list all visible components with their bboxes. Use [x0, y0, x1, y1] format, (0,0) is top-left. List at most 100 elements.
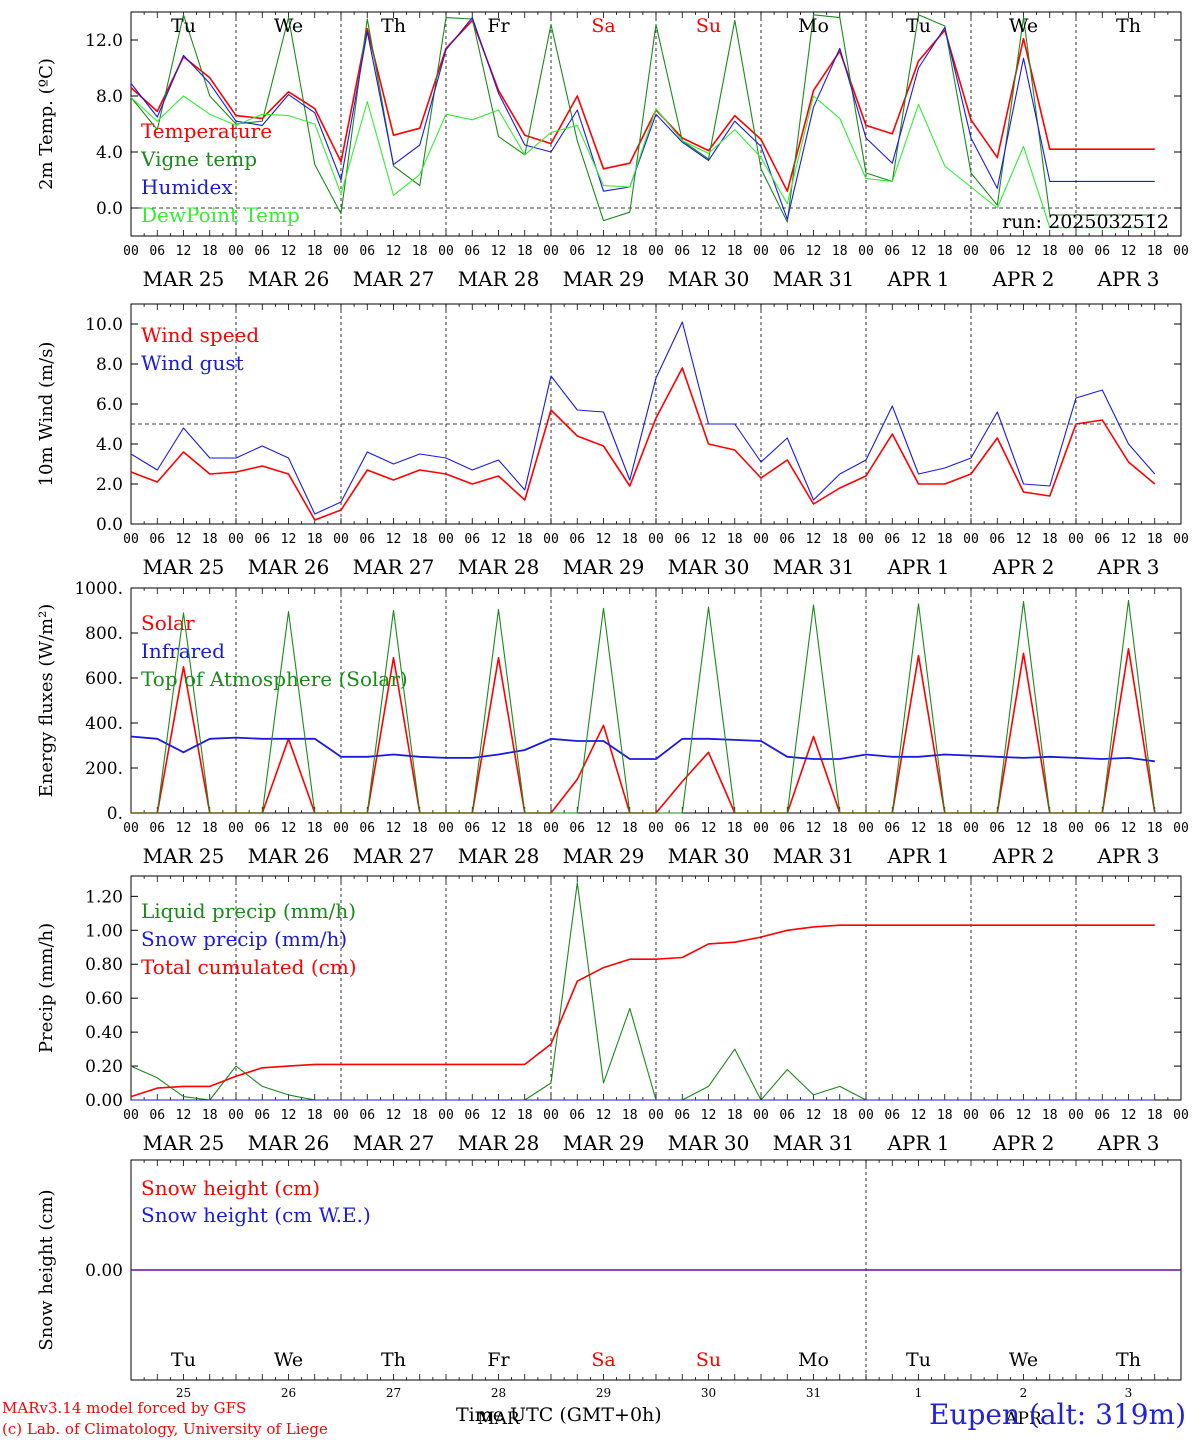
energy-hour-label: 18 [412, 821, 428, 836]
precip-hour-label: 06 [884, 1108, 900, 1123]
temperature-hour-label: 12 [1121, 244, 1137, 259]
precip-ytick-label: 0.00 [85, 1091, 123, 1111]
energy-ytick-label: 400. [85, 714, 123, 734]
temperature-date-label: MAR 31 [773, 267, 855, 291]
snow-weekday-label: Mo [798, 1349, 829, 1371]
wind-hour-label: 00 [123, 532, 139, 547]
precip-date-label: MAR 30 [668, 1131, 750, 1155]
temperature-series-line [130, 95, 1155, 229]
energy-hour-label: 00 [1173, 821, 1189, 836]
precip-hour-label: 06 [1094, 1108, 1110, 1123]
temperature-date-label: MAR 28 [458, 267, 540, 291]
precip-hour-label: 00 [1173, 1108, 1189, 1123]
snow-weekday-label: Tu [906, 1349, 931, 1371]
temperature-hour-label: 00 [1068, 244, 1084, 259]
temperature-hour-label: 06 [989, 244, 1005, 259]
precip-hour-label: 12 [386, 1108, 402, 1123]
wind-hour-label: 18 [202, 532, 218, 547]
energy-date-label: APR 1 [886, 844, 949, 868]
temperature-hour-label: 18 [1042, 244, 1058, 259]
precip-hour-label: 00 [858, 1108, 874, 1123]
energy-series-line [131, 599, 1156, 814]
wind-hour-label: 18 [1147, 532, 1163, 547]
precip-hour-label: 06 [989, 1108, 1005, 1123]
snow-day-number: 25 [176, 1386, 191, 1400]
temperature-hour-label: 06 [1094, 244, 1110, 259]
temperature-date-label: APR 2 [991, 267, 1054, 291]
energy-hour-label: 18 [1042, 821, 1058, 836]
snow-day-number: 27 [386, 1386, 401, 1400]
temperature-hour-label: 00 [228, 244, 244, 259]
wind-hour-label: 18 [622, 532, 638, 547]
wind-series-line [130, 321, 1156, 515]
wind-hour-label: 06 [464, 532, 480, 547]
energy-hour-label: 00 [858, 821, 874, 836]
wind-hour-label: 06 [884, 532, 900, 547]
energy-date-label: MAR 25 [143, 844, 225, 868]
precip-hour-label: 18 [1147, 1108, 1163, 1123]
precip-legend-entry: Liquid precip (mm/h) [141, 899, 356, 923]
weekday-label: Th [1116, 15, 1141, 37]
snow-day-number: 1 [915, 1386, 923, 1400]
lab-credit-line: (c) Lab. of Climatology, University of L… [2, 1420, 328, 1438]
energy-hour-label: 18 [1147, 821, 1163, 836]
snow-weekday-label: Fr [487, 1349, 510, 1371]
energy-legend-entry: Solar [141, 611, 195, 635]
energy-hour-label: 06 [254, 821, 270, 836]
wind-hour-label: 12 [176, 532, 192, 547]
temperature-hour-label: 18 [517, 244, 533, 259]
precip-hour-label: 12 [806, 1108, 822, 1123]
snow-ytick-label: 0.00 [85, 1261, 123, 1281]
wind-date-label: MAR 29 [563, 555, 645, 579]
precip-hour-label: 18 [412, 1108, 428, 1123]
snow-month-label: MAR [477, 1409, 521, 1429]
temperature-series-line [130, 14, 1155, 223]
energy-hour-label: 00 [228, 821, 244, 836]
energy-ytick-label: 600. [85, 669, 123, 689]
temperature-series-line [130, 17, 1155, 220]
x-axis-label: Time UTC (GMT+0h) [456, 1404, 662, 1426]
temperature-ytick-label: 8.0 [96, 87, 123, 107]
precip-ylabel: Precip (mm/h) [36, 923, 57, 1053]
model-credit-line: MARv3.14 model forced by GFS [2, 1399, 247, 1417]
wind-hour-label: 00 [1068, 532, 1084, 547]
temperature-date-label: MAR 27 [353, 267, 435, 291]
precip-hour-label: 12 [701, 1108, 717, 1123]
temperature-hour-label: 18 [832, 244, 848, 259]
temperature-hour-label: 18 [412, 244, 428, 259]
precip-hour-label: 00 [543, 1108, 559, 1123]
temperature-hour-label: 18 [202, 244, 218, 259]
temperature-hour-label: 18 [1147, 244, 1163, 259]
precip-hour-label: 06 [359, 1108, 375, 1123]
snow-day-number: 29 [596, 1386, 611, 1400]
precip-ytick-label: 0.80 [85, 955, 123, 975]
wind-ytick-label: 4.0 [96, 435, 123, 455]
energy-hour-label: 12 [1016, 821, 1032, 836]
snow-ylabel: Snow height (cm) [36, 1189, 57, 1350]
energy-hour-label: 00 [1068, 821, 1084, 836]
temperature-hour-label: 06 [779, 244, 795, 259]
precip-series-line [130, 924, 1155, 1098]
energy-date-label: MAR 27 [353, 844, 435, 868]
temperature-hour-label: 12 [176, 244, 192, 259]
energy-hour-label: 12 [386, 821, 402, 836]
temperature-date-label: APR 1 [886, 267, 949, 291]
precip-hour-label: 06 [569, 1108, 585, 1123]
weekday-label: Fr [487, 15, 510, 37]
precip-hour-label: 06 [674, 1108, 690, 1123]
wind-hour-label: 00 [963, 532, 979, 547]
energy-date-label: MAR 29 [563, 844, 645, 868]
wind-hour-label: 06 [569, 532, 585, 547]
precip-hour-label: 00 [1068, 1108, 1084, 1123]
temperature-legend-entry: Vigne temp [140, 147, 257, 171]
wind-hour-label: 06 [149, 532, 165, 547]
weekday-label: Tu [906, 15, 931, 37]
precip-hour-label: 00 [123, 1108, 139, 1123]
temperature-hour-label: 06 [569, 244, 585, 259]
snow-day-number: 2 [1020, 1386, 1028, 1400]
temperature-date-label: MAR 26 [248, 267, 330, 291]
energy-ytick-label: 0. [107, 804, 123, 824]
energy-hour-label: 18 [937, 821, 953, 836]
wind-hour-label: 18 [937, 532, 953, 547]
snow-month-label: APR [1004, 1409, 1043, 1429]
